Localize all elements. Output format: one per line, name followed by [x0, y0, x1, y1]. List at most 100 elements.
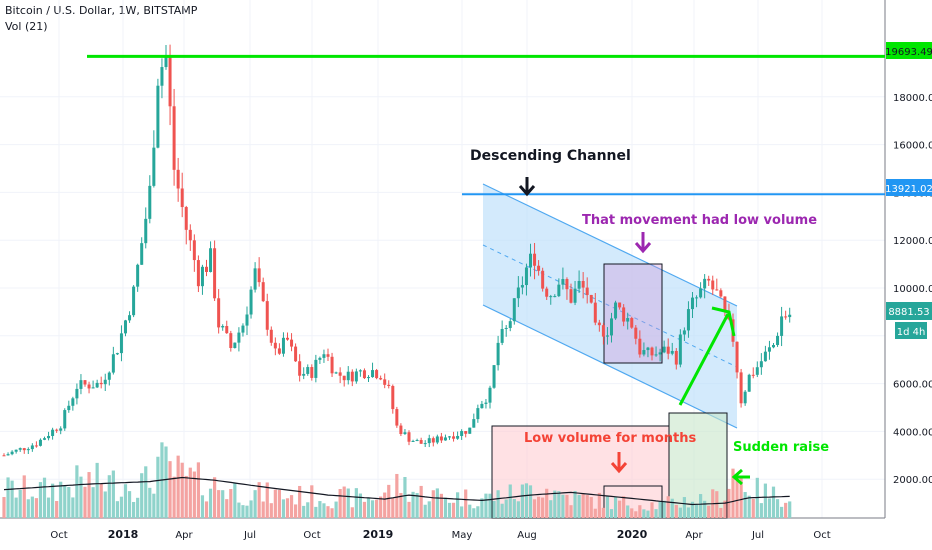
- candle-body: [22, 448, 26, 451]
- candle-body: [213, 248, 217, 299]
- descending-channel[interactable]: [482, 183, 738, 429]
- volume-bar: [119, 496, 124, 518]
- candle-body: [298, 361, 302, 376]
- candle-body: [711, 280, 715, 290]
- candle-body: [686, 309, 690, 331]
- candle-body: [533, 253, 537, 266]
- volume-bar: [690, 501, 695, 518]
- volume-bar: [439, 493, 443, 518]
- candle-body: [180, 188, 184, 208]
- candle-body: [358, 370, 362, 372]
- candle-body: [423, 443, 427, 445]
- volume-bar: [132, 501, 136, 518]
- volume-bar: [512, 499, 516, 518]
- volume-bar: [294, 504, 298, 518]
- candle-body: [581, 280, 585, 288]
- resistance-price-tag: 13921.02: [885, 179, 932, 196]
- volume-bar: [342, 486, 346, 518]
- current-price-tag: 8881.53: [886, 302, 932, 320]
- candle-body: [439, 436, 443, 441]
- candle-body: [634, 327, 638, 339]
- candle-body: [168, 54, 172, 107]
- volume-bar: [379, 496, 383, 518]
- candle-body: [164, 54, 168, 68]
- candle-body: [622, 307, 626, 322]
- low-volume-movement-box[interactable]: [603, 263, 663, 364]
- volume-bar: [751, 498, 755, 518]
- green-left-arrow-icon: [731, 468, 750, 486]
- candle-body: [500, 328, 504, 343]
- volume-bar: [780, 506, 784, 518]
- candle-body: [695, 297, 699, 299]
- candle-body: [630, 318, 634, 328]
- candle-body: [318, 357, 322, 360]
- candle-body: [496, 342, 500, 366]
- candle-body: [257, 268, 261, 283]
- volume-bar: [613, 497, 618, 518]
- candle-body: [488, 387, 492, 403]
- candle-body: [225, 326, 229, 334]
- candle-body: [682, 330, 686, 335]
- time-axis[interactable]: Oct 2018 Apr Jul Oct 2019 May Aug 2020 Apr Jul Oct: [50, 528, 830, 541]
- volume-bar: [59, 481, 63, 518]
- volume-bar: [642, 509, 646, 518]
- channel-lower-line[interactable]: [482, 304, 738, 429]
- candle-body: [286, 337, 289, 340]
- volume-bar: [464, 489, 468, 518]
- candle-body: [71, 398, 75, 406]
- volume-bar: [723, 500, 727, 518]
- volume-bar: [285, 498, 290, 518]
- candle-body: [253, 268, 257, 290]
- volume-bar: [707, 505, 711, 518]
- chart-symbol-title: Bitcoin / U.S. Dollar, 1W, BITSTAMP: [5, 4, 198, 17]
- volume-bar: [775, 499, 780, 518]
- volume-bar: [257, 482, 261, 518]
- volume-bar: [451, 502, 456, 518]
- candle-body: [144, 218, 148, 244]
- volume-bar: [626, 505, 630, 518]
- volume-bar: [638, 505, 642, 518]
- volume-bar: [63, 485, 67, 518]
- candle-body: [124, 320, 127, 334]
- volume-bar: [666, 496, 670, 518]
- candle-body: [508, 321, 512, 328]
- candlesticks: [2, 44, 792, 457]
- volume-bar: [71, 497, 75, 518]
- candle-body: [217, 298, 221, 328]
- volume-bar: [581, 494, 585, 518]
- volume-bar: [326, 506, 330, 518]
- candle-body: [524, 267, 528, 286]
- candle-body: [83, 380, 87, 385]
- candle-body: [172, 106, 176, 170]
- volume-bar: [569, 505, 573, 518]
- volume-bar: [176, 455, 180, 518]
- channel-upper-line[interactable]: [482, 183, 738, 307]
- candle-body: [646, 347, 650, 351]
- volume-bar: [200, 495, 205, 518]
- price-axis[interactable]: 18000.0016000.0014000.0012000.0010000.00…: [893, 93, 932, 486]
- candle-body: [601, 325, 605, 337]
- volume-bar: [443, 497, 448, 518]
- candle-body: [99, 382, 103, 385]
- candle-body: [767, 347, 771, 352]
- volume-bar: [156, 456, 160, 518]
- candle-body: [472, 419, 476, 428]
- candle-body: [435, 436, 439, 443]
- svg-text:1d 4h: 1d 4h: [897, 327, 926, 338]
- candle-body: [290, 339, 294, 347]
- candle-body: [419, 440, 423, 444]
- low-volume-months-label: Low volume for months: [524, 431, 696, 446]
- volume-bar: [520, 484, 524, 518]
- volume-bar: [561, 494, 565, 518]
- volume-bar: [678, 507, 682, 518]
- candle-body: [200, 266, 204, 287]
- volume-bar: [427, 501, 431, 518]
- candle-body: [427, 438, 431, 444]
- purple-down-arrow-icon: [634, 232, 652, 254]
- candle-body: [55, 429, 59, 431]
- volume-bar: [788, 501, 792, 518]
- volume-bar: [152, 493, 156, 518]
- volume-bar: [318, 501, 322, 518]
- candle-body: [47, 435, 51, 439]
